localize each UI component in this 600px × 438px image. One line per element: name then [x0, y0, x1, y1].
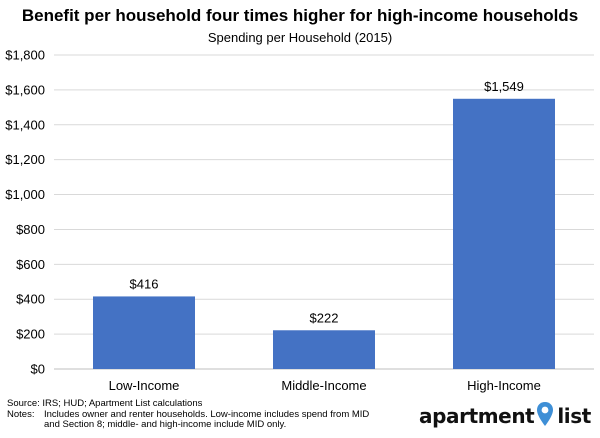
bar — [453, 98, 555, 369]
y-tick-label: $1,200 — [5, 152, 45, 167]
location-pin-icon — [536, 401, 554, 432]
notes-text: Includes owner and renter households. Lo… — [44, 408, 370, 430]
y-tick-label: $200 — [16, 327, 45, 342]
y-tick-label: $1,000 — [5, 187, 45, 202]
data-label: $416 — [130, 276, 159, 291]
y-tick-label: $600 — [16, 257, 45, 272]
y-tick-label: $1,600 — [5, 82, 45, 97]
data-label: $1,549 — [484, 79, 524, 94]
chart-subtitle: Spending per Household (2015) — [207, 30, 393, 45]
notes-label: Notes: — [7, 408, 35, 420]
bar — [93, 296, 195, 369]
x-tick-label: High-Income — [467, 378, 541, 393]
y-tick-label: $800 — [16, 222, 45, 237]
apartment-list-logo: apartment list — [419, 401, 591, 431]
logo-text-right: list — [557, 404, 591, 428]
chart-footer: Source: IRS; HUD; Apartment List calcula… — [7, 398, 374, 431]
bar — [273, 330, 375, 369]
x-tick-label: Low-Income — [109, 378, 180, 393]
y-tick-label: $1,400 — [5, 117, 45, 132]
bar-chart: $0 $200 $400 $600 $800 $1,000 $1,200 $1,400 $1,6… — [5, 48, 594, 393]
chart-title: Benefit per household four times higher … — [21, 6, 579, 25]
y-tick-label: $0 — [31, 362, 45, 377]
y-tick-label: $1,800 — [5, 48, 45, 63]
y-tick-label: $400 — [16, 292, 45, 307]
logo-text-left: apartment — [419, 404, 535, 428]
source-note: Source: IRS; HUD; Apartment List calcula… — [7, 398, 203, 409]
x-tick-label: Middle-Income — [281, 378, 366, 393]
data-label: $222 — [310, 310, 339, 325]
